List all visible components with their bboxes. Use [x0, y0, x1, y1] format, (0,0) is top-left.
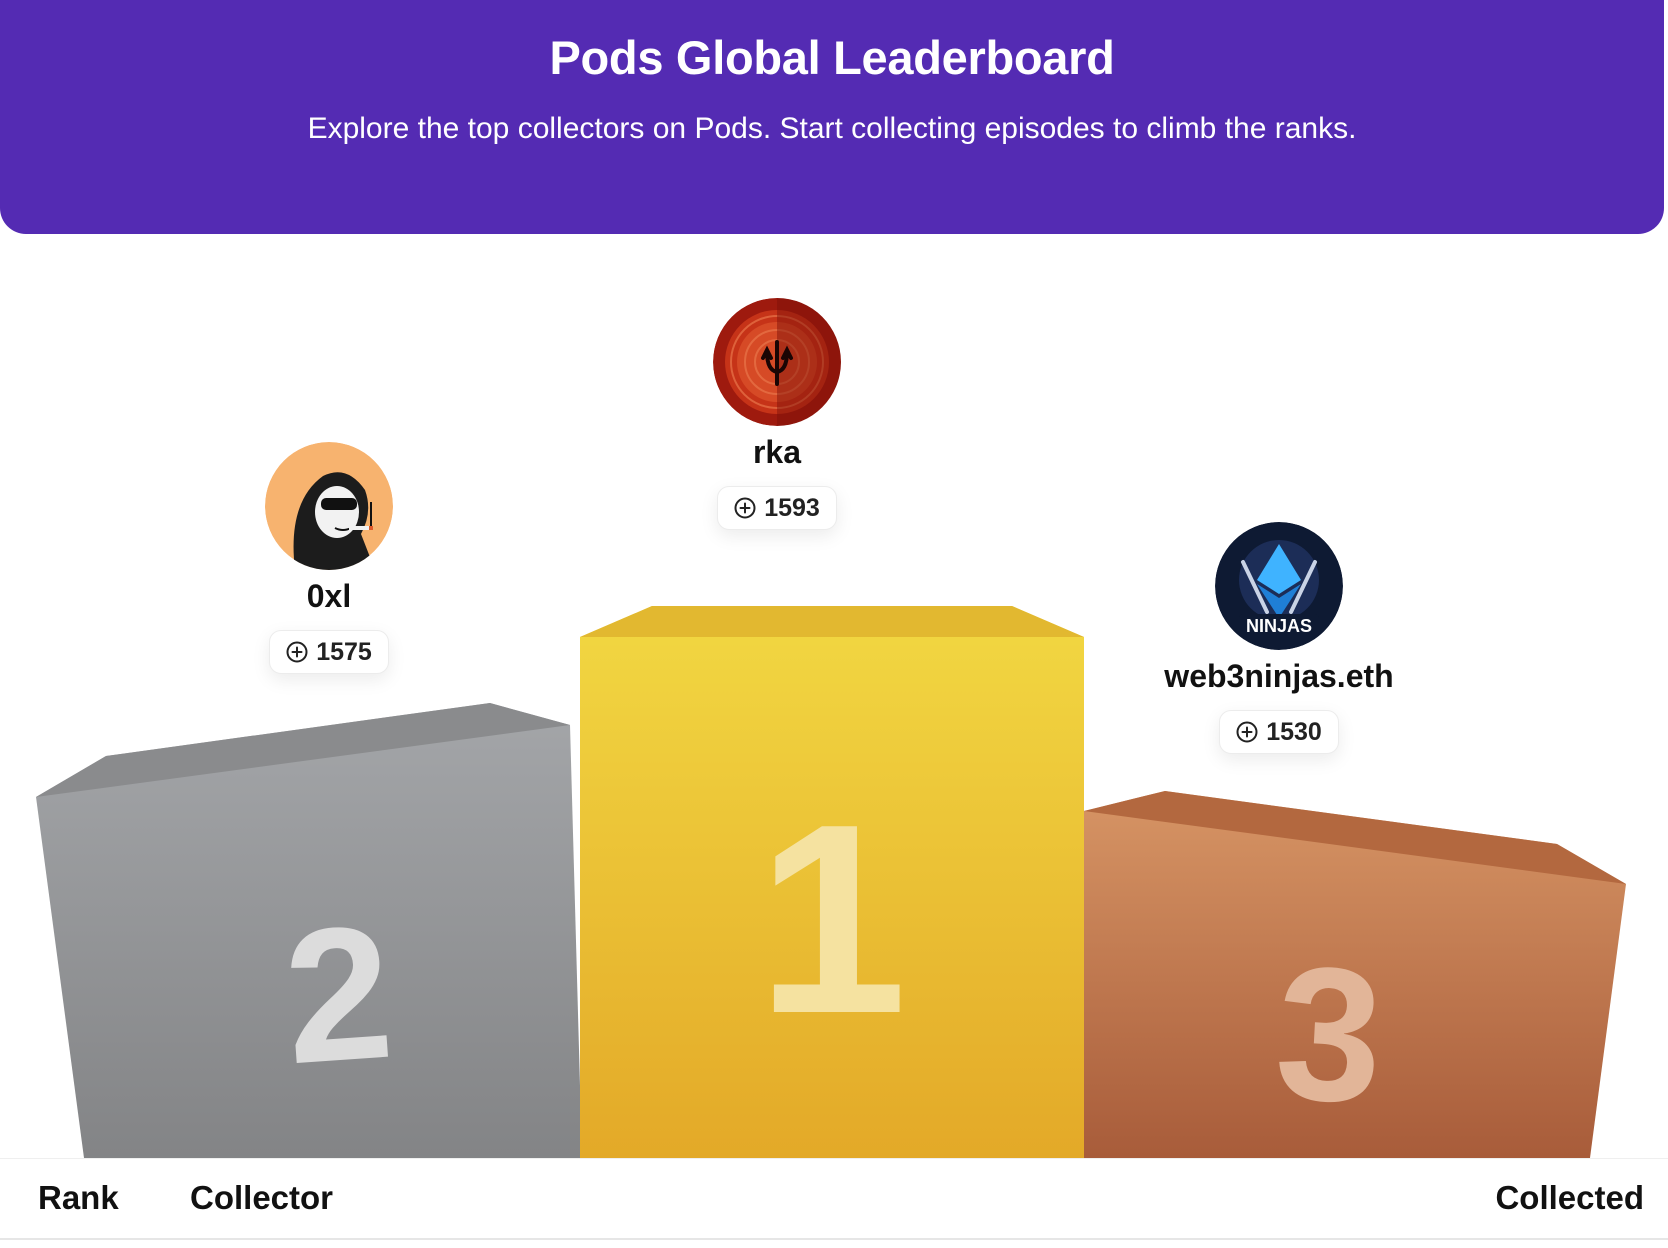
winner-second[interactable]: 0xl 1575: [179, 442, 479, 674]
collected-count: 1593: [764, 493, 820, 522]
plus-circle-icon: [286, 641, 308, 663]
plus-circle-icon: [1236, 721, 1258, 743]
page-title: Pods Global Leaderboard: [549, 31, 1115, 84]
collected-count: 1575: [316, 637, 372, 666]
podium-number-1: 1: [757, 769, 907, 1070]
red-mandala-trident-avatar-icon[interactable]: [713, 298, 841, 426]
collected-count-chip: 1593: [717, 486, 837, 530]
collected-count-chip: 1530: [1219, 710, 1339, 754]
winner-third[interactable]: NINJAS web3ninjas.eth 1530: [1129, 522, 1429, 754]
page-subtitle: Explore the top collectors on Pods. Star…: [307, 112, 1357, 145]
podium-number-2: 2: [278, 886, 398, 1105]
web3-ninjas-logo-avatar-icon[interactable]: NINJAS: [1215, 522, 1343, 650]
plus-circle-icon: [734, 497, 756, 519]
column-header-collector[interactable]: Collector: [190, 1179, 334, 1216]
collected-count: 1530: [1266, 717, 1322, 746]
podium-number-3: 3: [1271, 926, 1388, 1143]
column-header-collected[interactable]: Collected: [1495, 1179, 1644, 1216]
collected-count-chip: 1575: [269, 630, 389, 674]
podium-block-second: 2: [36, 703, 582, 1158]
column-header-rank[interactable]: Rank: [38, 1179, 119, 1216]
winner-first[interactable]: rka 1593: [627, 298, 927, 530]
svg-text:NINJAS: NINJAS: [1246, 616, 1312, 636]
winner-name[interactable]: web3ninjas.eth: [1164, 658, 1394, 694]
winner-name[interactable]: 0xl: [306, 578, 352, 614]
podium-block-third: 3: [1084, 791, 1626, 1158]
header-banner: Pods Global Leaderboard Explore the top …: [0, 0, 1664, 234]
winner-name[interactable]: rka: [752, 434, 802, 470]
hooded-smoker-cartoon-avatar-icon[interactable]: [265, 442, 393, 570]
leaderboard-table-header: Rank Collector Collected: [0, 1158, 1668, 1240]
podium-block-first: 1: [580, 606, 1084, 1158]
